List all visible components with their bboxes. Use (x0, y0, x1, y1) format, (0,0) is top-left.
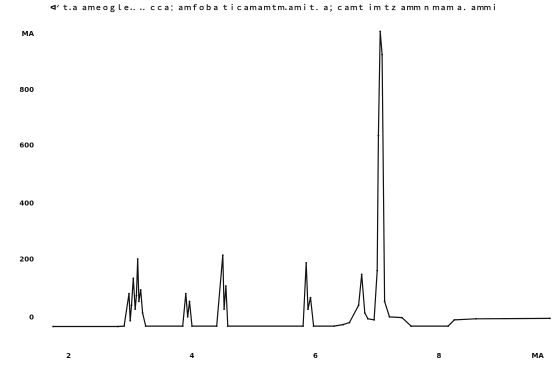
data-point (226, 325, 229, 327)
data-point (181, 325, 184, 327)
data-point (475, 317, 477, 320)
data-point (186, 316, 189, 318)
y-tick-label: 200 (19, 256, 34, 264)
y-axis-ticks: 0 200 400 600 800 MA (19, 30, 34, 322)
data-point (123, 325, 125, 327)
data-point (223, 308, 226, 310)
data-point (129, 319, 132, 322)
data-point (188, 300, 191, 303)
data-point (117, 325, 119, 328)
data-point (309, 296, 312, 299)
data-point (305, 262, 308, 264)
data-point (401, 316, 403, 319)
data-point (130, 304, 133, 307)
data-point (410, 325, 412, 327)
data-point (307, 308, 309, 310)
y-tick-label: 800 (19, 86, 34, 94)
data-point (381, 53, 383, 56)
data-point (191, 325, 193, 327)
data-point (139, 289, 142, 291)
data-point (135, 294, 138, 297)
x-tick-label: 4 (190, 352, 195, 360)
data-point (549, 317, 551, 320)
data-point (447, 325, 449, 327)
data-point (128, 292, 130, 295)
data-point (383, 300, 386, 303)
data-point (388, 316, 391, 318)
series-layer (52, 30, 551, 328)
x-tick-label: 2 (66, 352, 71, 360)
data-point (144, 325, 147, 327)
y-tick-label: MA (22, 30, 35, 38)
data-point (52, 325, 54, 328)
data-point (348, 321, 351, 324)
data-point (376, 269, 379, 272)
data-point (141, 312, 144, 314)
data-point (302, 325, 304, 327)
data-point (453, 319, 456, 321)
data-point (367, 317, 369, 320)
data-point (360, 273, 363, 276)
series-line (53, 30, 551, 328)
data-point (377, 134, 380, 137)
data-point (136, 258, 139, 260)
x-tick-label: 8 (436, 352, 441, 360)
data-point (379, 30, 382, 33)
data-point (373, 319, 375, 321)
y-tick-label: 400 (19, 200, 34, 208)
data-point (215, 325, 218, 327)
y-tick-label: 600 (19, 142, 34, 150)
data-point (363, 312, 366, 314)
data-point (132, 277, 135, 280)
chart-title: ᐊᐟ ｔ.ａ ａｍｅｏｇｌｅ.．.．ｃｃａ：ａｍｆｏｂａ ｔｉｃａｍａｍｔｍ.ａ… (50, 3, 498, 13)
data-point (333, 325, 335, 327)
y-tick-label: 0 (29, 313, 34, 321)
x-axis-ticks: 2 4 6 8 MA (66, 352, 544, 360)
data-point (312, 325, 315, 327)
data-point (342, 323, 345, 326)
data-point (357, 304, 360, 307)
data-point (184, 292, 187, 295)
data-point (221, 254, 224, 256)
data-point (134, 308, 137, 310)
x-tick-label: 6 (313, 352, 318, 360)
x-tick-label: MA (531, 352, 544, 360)
data-point (138, 300, 140, 303)
data-point (225, 285, 227, 287)
